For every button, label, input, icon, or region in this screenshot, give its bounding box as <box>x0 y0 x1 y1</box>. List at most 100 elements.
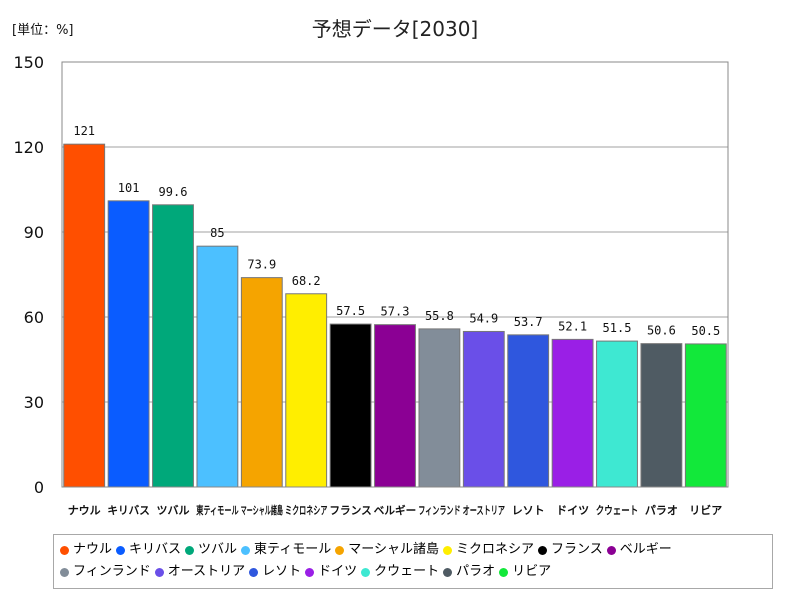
legend-item: レソト <box>249 561 301 583</box>
bar <box>596 340 638 488</box>
y-axis: 0 30 60 90 120 150 <box>13 53 44 497</box>
data-label: 52.1 <box>558 319 587 333</box>
bar <box>507 334 550 488</box>
bar-series <box>63 143 727 488</box>
legend-label: マーシャル諸島 <box>348 542 440 557</box>
data-label: 57.5 <box>336 304 365 318</box>
legend-item: 東ティモール <box>241 539 331 561</box>
x-tick-label: 東ティモール <box>196 503 238 517</box>
bar <box>462 330 505 488</box>
legend-swatch <box>249 567 259 577</box>
data-label: 50.6 <box>647 324 676 338</box>
data-label: 54.9 <box>469 311 498 325</box>
legend-item: ドイツ <box>305 561 357 583</box>
data-label: 101 <box>118 181 140 195</box>
x-tick-label: パラオ <box>645 504 678 517</box>
legend-item: ミクロネシア <box>443 539 534 561</box>
bar <box>374 324 416 488</box>
legend-item: リビア <box>499 561 551 583</box>
legend-swatch <box>443 567 453 577</box>
x-tick-label: マーシャル諸島 <box>241 503 283 517</box>
bar <box>285 293 328 488</box>
y-tick-label: 30 <box>24 393 44 412</box>
y-tick-label: 120 <box>13 138 44 157</box>
legend-swatch <box>60 545 69 555</box>
legend-swatch <box>361 567 371 577</box>
data-label: 121 <box>73 124 95 138</box>
legend-label: ドイツ <box>318 564 358 579</box>
x-tick-label: ツバル <box>157 504 190 517</box>
bar <box>640 343 683 488</box>
bar <box>418 328 461 488</box>
legend-item: ツバル <box>185 539 237 561</box>
bar <box>196 245 239 488</box>
legend-label: キリバス <box>129 542 182 557</box>
legend-item: マーシャル諸島 <box>335 539 439 561</box>
y-tick-label: 60 <box>24 308 44 327</box>
x-tick-label: レソト <box>512 504 545 517</box>
data-label: 57.3 <box>381 305 410 319</box>
legend-swatch <box>185 545 195 555</box>
legend-label: クウェート <box>374 564 440 579</box>
legend-swatch <box>241 545 251 555</box>
legend-swatch <box>154 567 164 577</box>
x-tick-label: ドイツ <box>556 504 589 517</box>
x-tick-label: クウェート <box>596 504 638 517</box>
legend-label: ツバル <box>198 542 238 557</box>
legend-swatch <box>335 545 345 555</box>
legend-label: ベルギー <box>619 542 672 557</box>
legend-swatch <box>305 567 315 577</box>
legend-label: レソト <box>262 564 302 579</box>
data-labels: 121 101 99.6 85 73.9 68.2 57.5 57.3 55.8 54.9 53.7… <box>73 124 720 338</box>
data-label: 68.2 <box>292 274 321 288</box>
bar <box>240 277 283 488</box>
legend-label: パラオ <box>456 564 496 579</box>
data-label: 50.5 <box>691 324 720 338</box>
bar <box>63 143 106 488</box>
data-label: 99.6 <box>159 185 188 199</box>
y-tick-label: 90 <box>24 223 44 242</box>
bar <box>152 204 194 488</box>
legend-label: フィンランド <box>73 564 151 579</box>
legend-item: ナウル <box>60 539 112 561</box>
legend-label: オーストリア <box>167 564 246 579</box>
legend-item: パラオ <box>443 561 495 583</box>
legend-swatch <box>606 545 616 555</box>
legend-item: フランス <box>538 539 603 561</box>
chart-title: 予想データ[2030] <box>312 17 479 41</box>
legend-label: フランス <box>551 542 603 557</box>
legend-swatch <box>499 567 509 577</box>
legend-item: ベルギー <box>606 539 672 561</box>
legend-swatch <box>60 567 69 577</box>
bar <box>329 323 372 488</box>
bar <box>684 343 727 488</box>
unit-label: [単位：%] <box>12 22 74 38</box>
x-tick-label: ベルギー <box>374 503 416 517</box>
x-tick-label: ミクロネシア <box>285 504 327 517</box>
legend-item: キリバス <box>116 539 181 561</box>
y-tick-label: 150 <box>13 53 44 72</box>
x-tick-label: フランス <box>329 504 371 517</box>
legend-label: リビア <box>512 564 552 579</box>
legend: ナウル キリバス ツバル 東ティモール マーシャル諸島 ミクロネシア フランス ベルギーフィン… <box>53 534 773 589</box>
data-label: 51.5 <box>603 321 632 335</box>
legend-swatch <box>116 545 126 555</box>
data-label: 53.7 <box>514 315 543 329</box>
x-tick-label: フィンランド <box>418 504 460 517</box>
bar <box>107 200 150 488</box>
y-tick-label: 0 <box>34 478 44 497</box>
legend-label: ナウル <box>73 542 113 557</box>
legend-item: オーストリア <box>154 561 246 583</box>
data-label: 55.8 <box>425 309 454 323</box>
x-tick-label: ナウル <box>68 504 101 517</box>
legend-swatch <box>443 545 453 555</box>
x-tick-label: リビア <box>689 503 722 517</box>
legend-item: フィンランド <box>60 561 151 583</box>
data-label: 85 <box>210 226 224 240</box>
x-tick-label: オーストリア <box>463 504 505 517</box>
bar <box>551 338 594 488</box>
legend-label: 東ティモール <box>254 542 332 557</box>
legend-label: ミクロネシア <box>456 542 535 557</box>
